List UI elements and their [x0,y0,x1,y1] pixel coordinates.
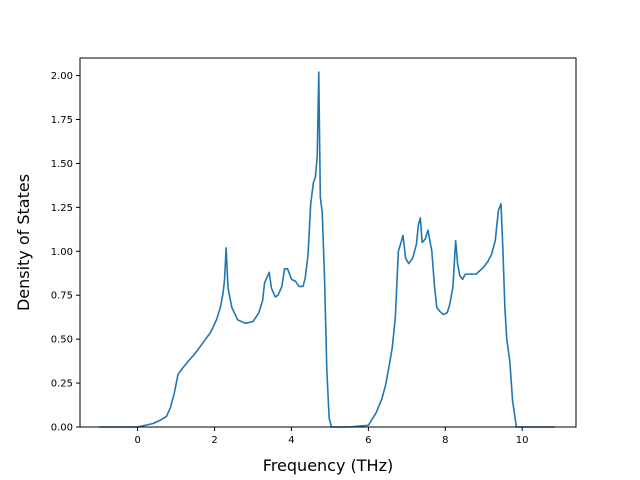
y-tick-label: 0.50 [51,335,73,346]
x-tick-label: 2 [211,435,217,446]
y-tick-label: 0.75 [51,291,73,302]
x-tick-label: 8 [442,435,448,446]
axes-frame [79,57,577,428]
y-axis-ticks: 0.00 0.25 0.50 0.75 1.00 1.25 1.50 1.75 2.00 [51,71,80,434]
x-tick-label: 10 [516,435,529,446]
x-tick-label: 6 [365,435,371,446]
y-tick-label: 1.25 [51,203,73,214]
y-tick-label: 2.00 [51,71,73,82]
y-axis-label: Density of States [14,174,33,311]
y-tick-label: 1.50 [51,159,73,170]
y-tick-label: 0.25 [51,379,73,390]
x-axis-label: Frequency (THz) [263,456,393,475]
x-axis-ticks: 0 2 4 6 8 10 [134,427,529,446]
x-tick-label: 4 [288,435,294,446]
y-tick-label: 1.75 [51,115,73,126]
y-tick-label: 0.00 [51,423,73,434]
x-tick-label: 0 [134,435,140,446]
y-tick-label: 1.00 [51,247,73,258]
